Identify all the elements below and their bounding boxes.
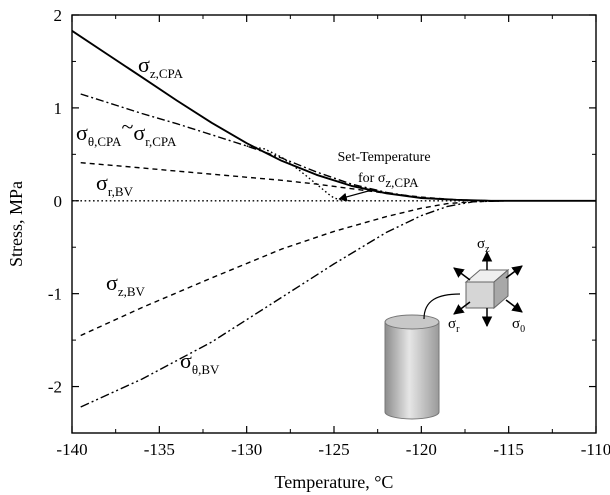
stress-element-inset: σz σr σ0 [384,236,525,420]
series-lines [71,30,596,408]
y-tick-label: 1 [54,99,63,118]
cylinder-body [384,321,440,420]
annotation-arrow [338,189,373,201]
inset-label-sigma-theta: σ0 [512,316,525,335]
series-line-r-bv [80,162,544,202]
inset-label-sigma-r: σr [448,316,460,335]
x-tick-label: -130 [231,440,262,459]
label-sigma-r-bv: σr,BV [96,170,134,199]
y-axis-label: Stress, MPa [6,181,26,267]
x-tick-label: -110 [581,440,610,459]
y-tick-label: -2 [48,378,62,397]
annotation-set-temperature: Set-Temperature [337,150,430,165]
series-line-z-bv [80,200,509,337]
y-tick-label: 0 [54,192,63,211]
series-line-theta-bv [80,200,509,408]
series-line-cpa-dotted [246,145,352,202]
label-sigma-z-cpa: σz,CPA [138,52,184,81]
tick-marks [71,14,597,434]
x-tick-label: -120 [406,440,437,459]
label-sigma-z-bv: σz,BV [106,270,146,299]
arrow-lower-right [505,299,523,313]
x-tick-label: -135 [144,440,175,459]
arrow-upper-left [453,267,471,281]
arrow-lower-left [453,301,471,315]
label-sigma-theta-r-cpa: σθ,CPA~σr,CPA [76,114,177,149]
tick-labels: -140 -135 -130 -125 -120 -115 -110 -2 -1 0 1 2 [48,6,610,459]
cylinder-top [384,314,440,330]
x-axis-label: Temperature, °C [275,472,394,492]
label-sigma-theta-bv: σθ,BV [180,348,220,377]
cube-front [465,281,495,309]
annotation-for-sigma: for σz,CPA [358,171,419,190]
y-tick-label: 2 [54,6,63,25]
inset-label-sigma-z: σz [477,236,490,255]
x-tick-label: -115 [493,440,524,459]
arrow-upper-right [505,265,523,279]
y-tick-label: -1 [48,285,62,304]
leader-line [423,293,461,320]
x-tick-label: -125 [318,440,349,459]
series-line-z-cpa [71,30,596,202]
cube-side [493,268,509,310]
x-tick-label: -140 [56,440,87,459]
